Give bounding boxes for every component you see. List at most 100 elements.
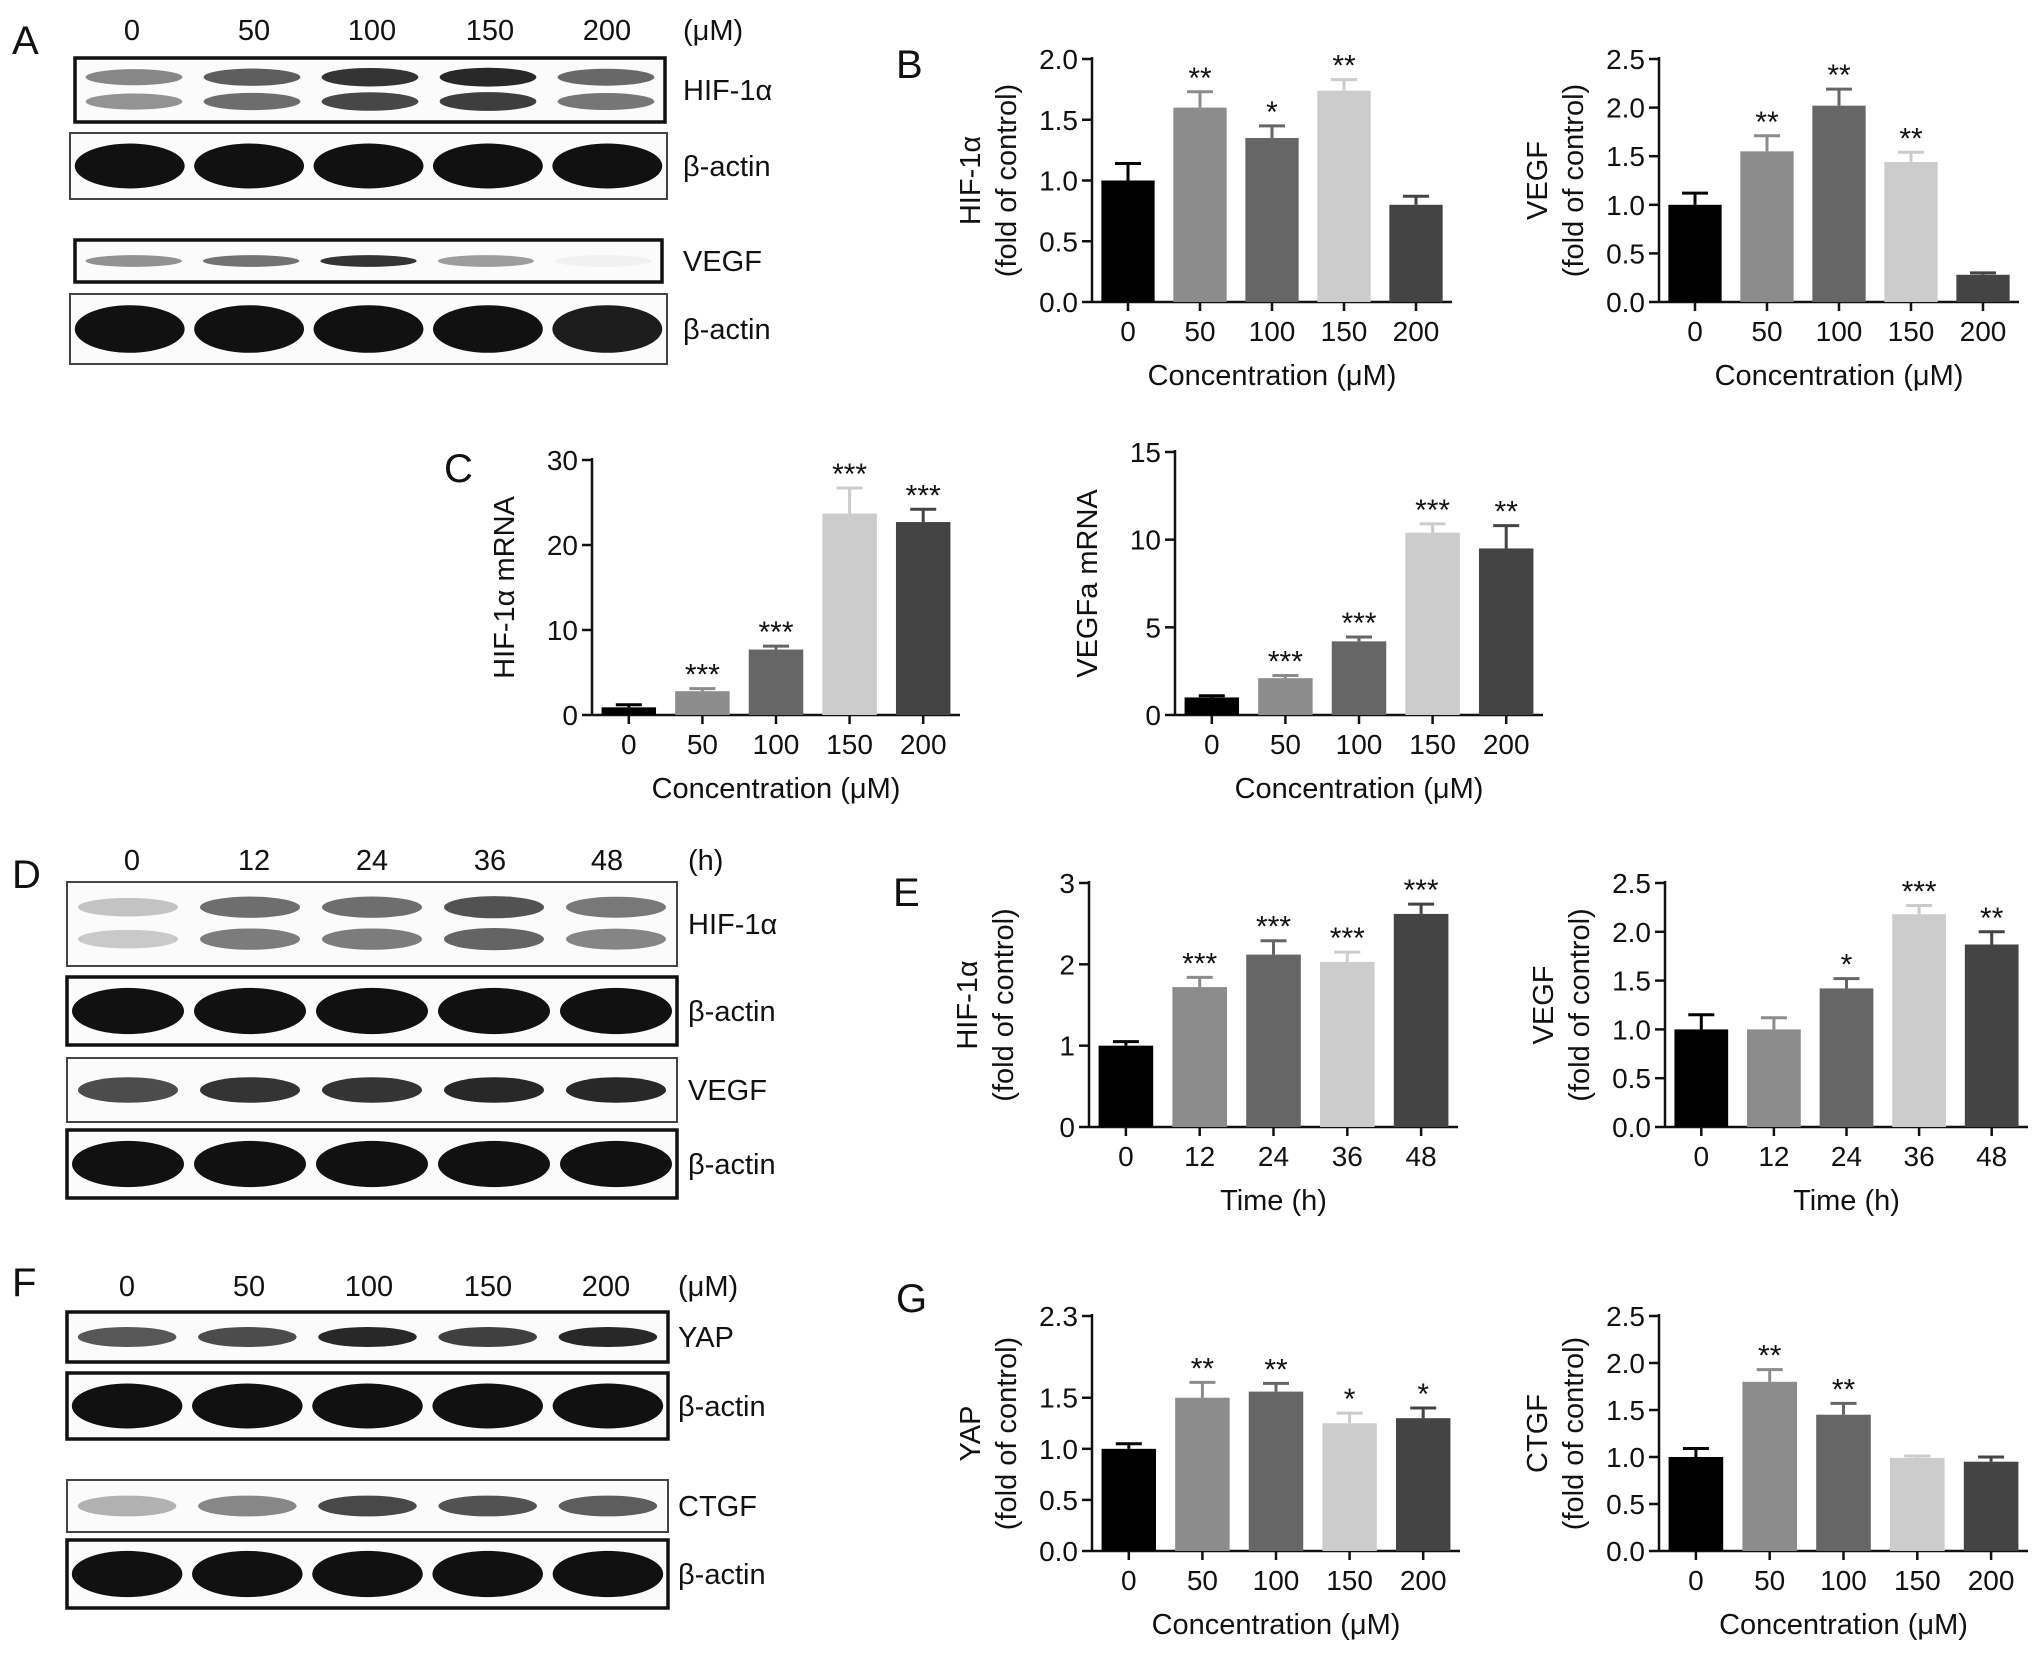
western-blot-panel-f: 0 50 100 150 200 (μM) YAP β-actin CTGF β-actin	[65, 1271, 766, 1610]
protein-band	[77, 929, 179, 949]
bar-100	[1812, 105, 1866, 302]
bar-chart-hif1a-protein-concentration: 0.0 0.5 1.0 1.5 2.0 0 ** 50 * 100 ** 150 200 Concentr…	[955, 44, 1452, 392]
x-tick-label: 200	[1400, 1565, 1447, 1596]
protein-band	[318, 1495, 417, 1517]
bar-0	[1668, 204, 1722, 302]
y-tick-label: 10	[547, 615, 578, 646]
protein-band	[77, 1327, 177, 1347]
panel-letter-g: G	[896, 1277, 927, 1321]
lane-label: 100	[345, 1271, 393, 1303]
protein-band	[192, 1383, 303, 1429]
lane-label: 0	[124, 845, 140, 877]
x-tick-label: 48	[1406, 1141, 1437, 1172]
x-tick-label: 150	[1888, 316, 1935, 347]
protein-band	[321, 67, 419, 87]
bar-150	[1884, 162, 1938, 302]
protein-band	[199, 896, 301, 918]
x-axis-title: Concentration (μM)	[1152, 1609, 1401, 1641]
y-axis-subtitle: (fold of control)	[1564, 908, 1596, 1101]
panel-letter-f: F	[12, 1261, 36, 1305]
significance-marker: ***	[1256, 911, 1291, 944]
y-tick-label: 2.3	[1039, 1301, 1078, 1332]
x-tick-label: 100	[1816, 316, 1863, 347]
protein-band	[199, 1077, 301, 1103]
protein-band	[77, 1077, 179, 1103]
y-axis-title: VEGF	[1522, 141, 1554, 220]
significance-marker: *	[1841, 949, 1853, 982]
protein-band	[321, 928, 423, 950]
x-tick-label: 100	[1253, 1565, 1300, 1596]
lane-label: 150	[466, 15, 514, 47]
y-axis-title: HIF-1α	[955, 136, 987, 225]
x-tick-label: 48	[1976, 1141, 2007, 1172]
lane-label: 36	[474, 845, 506, 877]
blot-label: β-actin	[678, 1391, 766, 1423]
bar-50	[1742, 1381, 1798, 1551]
y-tick-label: 1	[1059, 1031, 1075, 1062]
protein-band	[320, 255, 417, 267]
lane-label: 48	[591, 845, 623, 877]
protein-band	[312, 1383, 423, 1429]
bar-100	[1245, 137, 1299, 302]
x-tick-label: 100	[1249, 316, 1296, 347]
bar-chart-vegf-time: 0.0 0.5 1.0 1.5 2.0 2.5 0 12 * 24 *** 36 ** 48 Time (h…	[1528, 868, 2028, 1217]
bar-chart-hif1a-mrna: 0 10 20 30 0 *** 50 *** 100 *** 150 *** 200 Concentra…	[489, 445, 960, 805]
significance-marker: ***	[906, 479, 941, 512]
protein-band	[312, 1550, 423, 1598]
significance-marker: ***	[1902, 875, 1937, 908]
protein-band	[194, 143, 305, 189]
lane-label: 150	[464, 1271, 512, 1303]
y-tick-label: 1.0	[1606, 1442, 1645, 1473]
bar-150	[1405, 532, 1460, 715]
protein-band	[557, 68, 655, 86]
x-tick-label: 50	[1187, 1565, 1218, 1596]
panel-letter-d: D	[12, 853, 41, 897]
protein-band	[74, 143, 185, 189]
bar-0	[1668, 1457, 1724, 1551]
protein-band	[71, 987, 185, 1035]
x-axis-title: Concentration (μM)	[1148, 360, 1397, 392]
bar-150	[1889, 1457, 1945, 1551]
y-axis-title: YAP	[955, 1406, 987, 1462]
significance-marker: ***	[1268, 646, 1303, 679]
protein-band	[199, 928, 301, 950]
protein-band	[193, 987, 307, 1035]
bar-150	[822, 513, 877, 715]
x-tick-label: 12	[1758, 1141, 1789, 1172]
significance-marker: **	[1264, 1353, 1288, 1386]
protein-band	[198, 1327, 297, 1347]
x-tick-label: 50	[1184, 316, 1215, 347]
protein-band	[193, 1140, 307, 1188]
x-tick-label: 0	[621, 729, 637, 760]
protein-band	[443, 896, 545, 919]
protein-band	[552, 143, 663, 189]
protein-band	[85, 69, 183, 86]
protein-band	[318, 1327, 417, 1347]
y-tick-label: 0.0	[1612, 1112, 1651, 1143]
bar-100	[1331, 641, 1387, 715]
y-tick-label: 2.5	[1606, 1301, 1645, 1332]
y-tick-label: 0	[562, 700, 578, 731]
y-tick-label: 0.0	[1039, 1536, 1078, 1567]
y-tick-label: 1.5	[1606, 1395, 1645, 1426]
y-axis-subtitle: (fold of control)	[1558, 84, 1590, 277]
blot-frame	[66, 881, 678, 967]
x-tick-label: 150	[1326, 1565, 1373, 1596]
x-tick-label: 0	[1688, 1565, 1704, 1596]
bar-200	[1478, 548, 1534, 715]
x-tick-label: 100	[1336, 729, 1383, 760]
bar-48	[1393, 913, 1449, 1127]
protein-band	[432, 143, 543, 189]
y-tick-label: 15	[1130, 437, 1161, 468]
protein-band	[565, 928, 667, 950]
protein-band	[558, 1495, 658, 1517]
y-tick-label: 1.5	[1612, 966, 1651, 997]
protein-band	[558, 1327, 658, 1347]
y-axis-title: CTGF	[1522, 1394, 1554, 1473]
protein-band	[438, 1327, 537, 1347]
x-axis-title: Concentration (μM)	[1235, 773, 1484, 805]
bar-0	[601, 707, 657, 715]
significance-marker: **	[1758, 1340, 1782, 1373]
unit-label: (μM)	[678, 1271, 738, 1303]
protein-band	[443, 1077, 545, 1103]
